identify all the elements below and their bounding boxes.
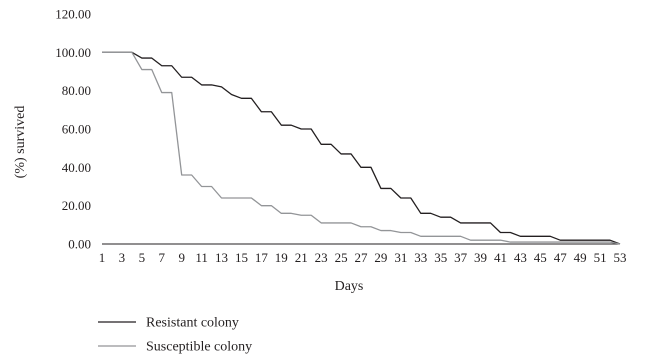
x-tick-label: 5 bbox=[139, 250, 146, 265]
x-tick-label: 9 bbox=[178, 250, 185, 265]
x-tick-label: 19 bbox=[275, 250, 288, 265]
x-tick-label: 17 bbox=[255, 250, 269, 265]
x-tick-label: 37 bbox=[454, 250, 468, 265]
x-tick-label: 25 bbox=[335, 250, 348, 265]
x-tick-label: 39 bbox=[474, 250, 487, 265]
x-tick-label: 21 bbox=[295, 250, 308, 265]
x-tick-label: 7 bbox=[159, 250, 166, 265]
x-tick-label: 29 bbox=[374, 250, 387, 265]
y-tick-label: 20.00 bbox=[62, 198, 91, 213]
x-tick-label: 27 bbox=[355, 250, 369, 265]
x-tick-label: 41 bbox=[494, 250, 507, 265]
series-lines bbox=[102, 51, 621, 245]
y-tick-label: 100.00 bbox=[55, 45, 91, 60]
x-axis-label: Days bbox=[335, 279, 364, 294]
y-axis: 0.00 20.00 40.00 60.00 80.00 100.00 120.00 bbox=[55, 7, 91, 252]
legend: Resistant colony Susceptible colony bbox=[98, 316, 252, 355]
x-tick-label: 31 bbox=[394, 250, 407, 265]
y-axis-label: (%) survived bbox=[13, 106, 28, 179]
susceptible-colony-line bbox=[102, 51, 621, 245]
x-tick-label: 23 bbox=[315, 250, 328, 265]
x-tick-label: 11 bbox=[195, 250, 208, 265]
y-tick-label: 80.00 bbox=[62, 83, 91, 98]
x-tick-label: 49 bbox=[574, 250, 587, 265]
y-tick-label: 120.00 bbox=[55, 7, 91, 22]
y-tick-label: 0.00 bbox=[68, 237, 91, 252]
x-tick-label: 53 bbox=[614, 250, 627, 265]
resistant-colony-line bbox=[102, 51, 621, 245]
legend-label: Susceptible colony bbox=[146, 340, 252, 355]
legend-label: Resistant colony bbox=[146, 316, 239, 331]
x-tick-label: 51 bbox=[594, 250, 607, 265]
x-tick-label: 43 bbox=[514, 250, 527, 265]
x-tick-label: 15 bbox=[235, 250, 248, 265]
x-axis: 1 3 5 7 9 11 13 15 17 19 21 23 25 27 29 31 33 35 37 39 41 43 4… bbox=[99, 243, 627, 265]
x-tick-label: 35 bbox=[434, 250, 447, 265]
x-tick-label: 1 bbox=[99, 250, 106, 265]
y-tick-label: 40.00 bbox=[62, 160, 91, 175]
y-tick-label: 60.00 bbox=[62, 122, 91, 137]
x-tick-label: 47 bbox=[554, 250, 568, 265]
x-tick-label: 3 bbox=[119, 250, 126, 265]
x-tick-label: 13 bbox=[215, 250, 228, 265]
x-tick-label: 45 bbox=[534, 250, 547, 265]
x-tick-label: 33 bbox=[414, 250, 427, 265]
